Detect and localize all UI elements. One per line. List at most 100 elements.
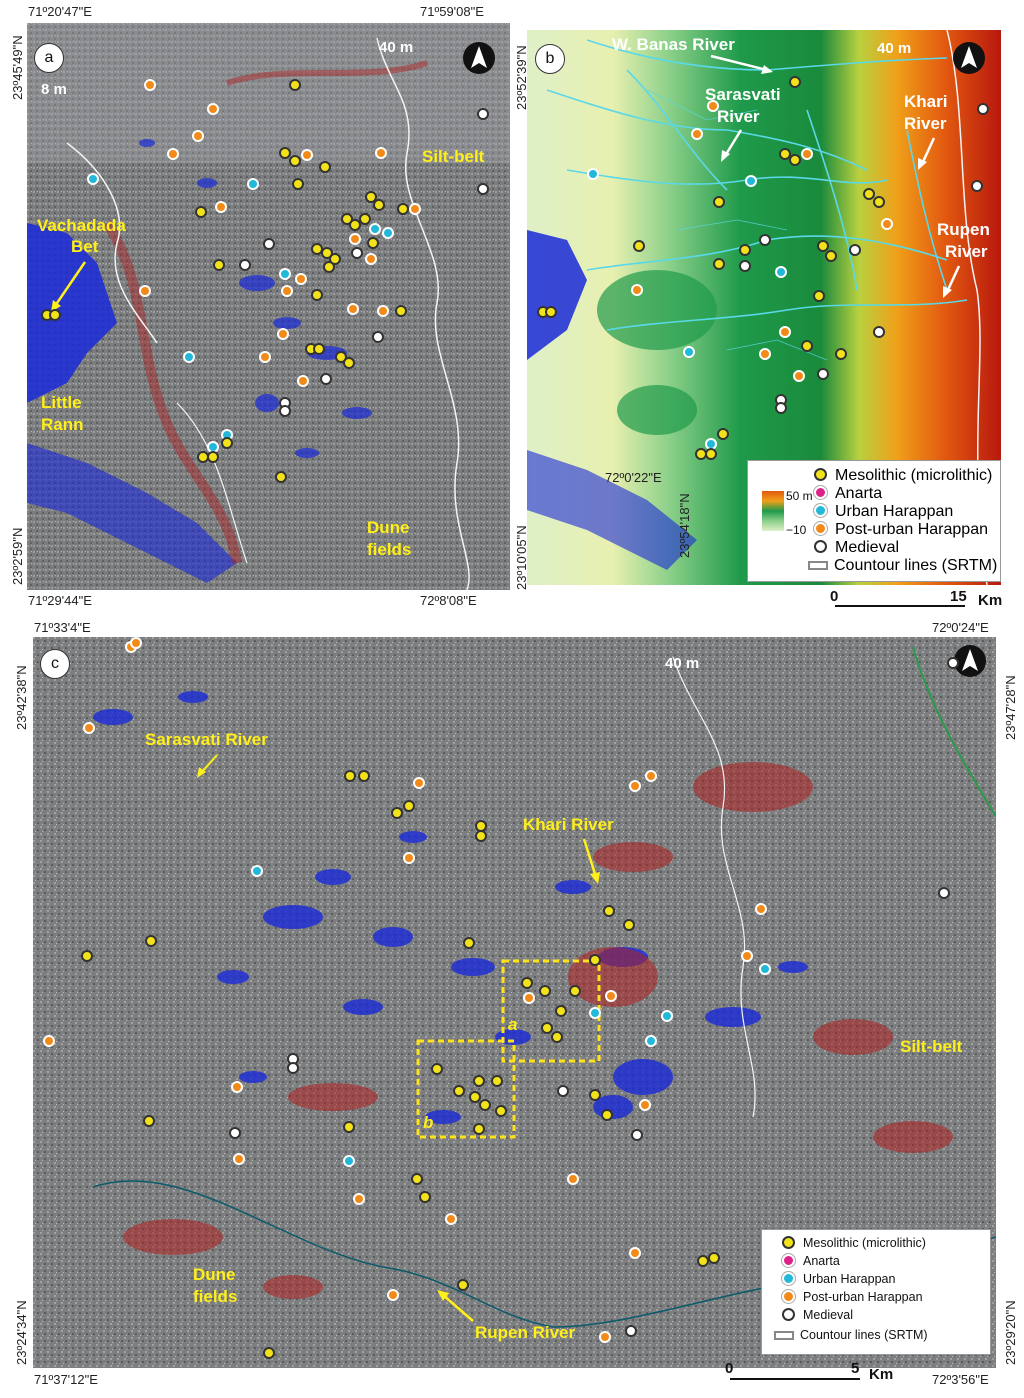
site-marker [297,375,309,387]
post-urban-harappan-dot-icon [814,522,827,536]
legend-item-mesolithic: Mesolithic (microlithic) [782,1236,926,1250]
site-marker [779,326,791,338]
panel-b-label-sarasvati: Sarasvati [705,85,781,104]
legend-item-contour-lines: Countour lines (SRTM) [774,1328,928,1342]
site-marker [343,1121,355,1133]
site-marker [431,1063,443,1075]
site-marker [403,800,415,812]
site-marker [759,234,771,246]
panel-a-coord-top-right: 71º59'08"E [420,4,484,19]
panel-a-imagery [27,23,510,590]
site-marker [551,1031,563,1043]
panel-c-coord-left-bottom: 23º24'34"N [14,1300,29,1365]
site-marker [49,309,61,321]
site-marker [739,260,751,272]
site-marker [207,103,219,115]
site-marker [745,175,757,187]
site-marker [395,305,407,317]
site-marker [289,155,301,167]
panel-c-label-dune: Dune [193,1265,236,1284]
site-marker [541,1022,553,1034]
site-marker [457,1279,469,1291]
site-marker [589,954,601,966]
site-marker [947,657,959,669]
site-marker [849,244,861,256]
site-marker [629,780,641,792]
panel-b-coord-n: 23º54'18"N [677,493,692,558]
panel-c-box-b-label: b [423,1113,434,1132]
panel-b-banas-arrow-icon [710,54,773,74]
legend-item-post-urban-harappan: Post-urban Harappan [814,521,988,539]
site-marker [373,199,385,211]
contour-line-swatch-icon [808,561,828,571]
site-marker [231,1081,243,1093]
site-marker [344,770,356,782]
scale-line [835,605,965,607]
medieval-dot-icon [782,1308,795,1322]
site-marker [349,233,361,245]
site-marker [83,722,95,734]
panel-b-letter: b [535,44,565,74]
site-marker [705,448,717,460]
site-marker [213,259,225,271]
panel-c-north-arrow-icon [954,645,986,677]
site-marker [382,227,394,239]
site-marker [343,357,355,369]
site-marker [521,977,533,989]
site-marker [279,268,291,280]
site-marker [475,830,487,842]
site-marker [279,147,291,159]
anarta-dot-icon [782,1254,795,1268]
site-marker [229,1127,241,1139]
legend-item-urban-harappan: Urban Harappan [782,1272,895,1286]
site-marker [130,637,142,649]
panel-b-label-rupen: Rupen [937,220,990,239]
site-marker [479,1099,491,1111]
legend-item-anarta: Anarta [814,485,882,503]
site-marker [801,148,813,160]
site-marker [623,919,635,931]
site-marker [789,76,801,88]
panel-c-box-a-label: a [508,1015,518,1034]
post-urban-harappan-dot-icon [782,1290,795,1304]
site-marker [445,1213,457,1225]
panel-b-label-sarasvati-river: River [717,107,760,126]
site-marker [863,188,875,200]
site-marker [301,149,313,161]
panel-a-coord-left-top: 23º45'49"N [10,35,25,100]
legend-item-medieval: Medieval [814,539,899,557]
panel-c-map: c 40 m Sarasvati River Khari River Silt-… [33,637,996,1368]
site-marker [323,261,335,273]
scale-max: 15 [950,588,967,605]
site-marker [320,373,332,385]
panel-b-sarasvati-arrow-icon [721,129,743,162]
site-marker [873,196,885,208]
site-marker [259,351,271,363]
site-marker [375,147,387,159]
site-marker [793,370,805,382]
scale-unit: Km [869,1366,894,1383]
panel-c-coord-bottom-left: 71º37'12"E [34,1372,98,1387]
legend-item-post-urban-harappan: Post-urban Harappan [782,1290,923,1304]
site-marker [251,865,263,877]
scale-zero: 0 [830,588,839,605]
site-marker [463,937,475,949]
site-marker [144,79,156,91]
site-marker [881,218,893,230]
panel-c-label-khari-river: Khari River [523,815,614,834]
urban-harappan-dot-icon [814,504,827,518]
panel-a-coord-bottom-right: 72º8'08"E [420,593,477,608]
site-marker [938,887,950,899]
site-marker [495,1105,507,1117]
site-marker [759,348,771,360]
site-marker [775,266,787,278]
site-marker [873,326,885,338]
site-marker [625,1325,637,1337]
site-marker [207,451,219,463]
site-marker [645,1035,657,1047]
site-marker [289,79,301,91]
site-marker [567,1173,579,1185]
site-marker [523,992,535,1004]
panel-c-contour-40m: 40 m [665,655,700,672]
site-marker [708,1252,720,1264]
